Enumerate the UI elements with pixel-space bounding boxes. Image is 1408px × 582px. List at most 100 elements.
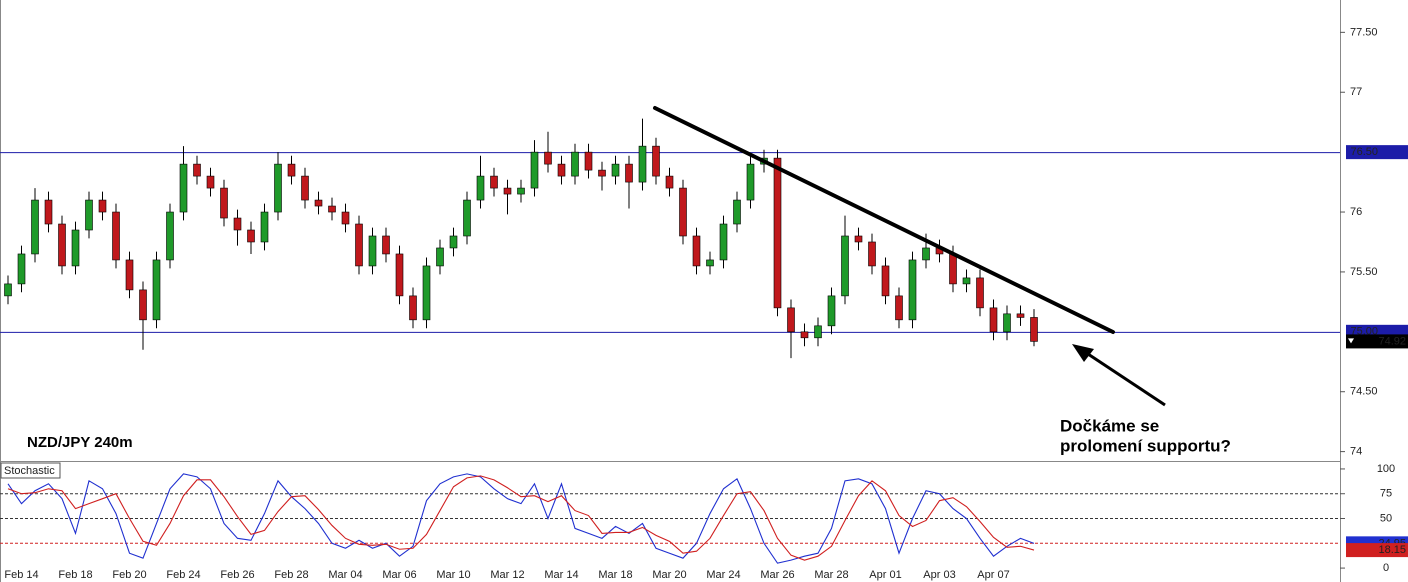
x-tick-label: Mar 04 — [328, 569, 362, 581]
y-tick-label: 100 — [1377, 463, 1395, 475]
candle-body — [220, 187, 228, 219]
candle-body — [1003, 313, 1011, 333]
x-tick-label: Feb 28 — [274, 569, 308, 581]
panel-title-box — [0, 462, 61, 479]
candle-body — [665, 175, 674, 189]
candle-body — [422, 265, 431, 321]
candle-body — [922, 247, 930, 261]
candle-body — [544, 151, 552, 165]
candle-body — [679, 187, 687, 237]
candle-body — [395, 253, 404, 297]
candle-body — [436, 247, 444, 267]
x-tick-label: Mar 06 — [382, 569, 416, 581]
candle-body — [652, 145, 660, 177]
candle-body — [152, 259, 161, 321]
level-label: 76.50 — [1350, 146, 1378, 158]
candle-body — [827, 295, 836, 327]
x-tick-label: Feb 14 — [4, 569, 38, 581]
candle-body — [530, 151, 539, 189]
candle-body — [571, 151, 579, 177]
candle-body — [85, 199, 93, 231]
candle-body — [409, 295, 417, 321]
y-tick-label: 74 — [1350, 446, 1362, 458]
candle-body — [179, 163, 188, 213]
last-price-marker — [1348, 338, 1354, 344]
candle-body — [206, 175, 215, 189]
y-tick-label: 0 — [1383, 562, 1389, 574]
chart-title: NZD/JPY 240m — [27, 434, 133, 451]
candle-body — [503, 187, 512, 195]
candle-body — [233, 217, 242, 231]
candle-body — [31, 199, 39, 255]
candle-body — [44, 199, 53, 225]
candle-body — [166, 211, 174, 261]
x-tick-label: Apr 03 — [923, 569, 955, 581]
candle-body — [868, 241, 876, 267]
candle-body — [625, 163, 633, 183]
candle-body — [1030, 317, 1038, 342]
candle-body — [71, 229, 80, 267]
x-tick-label: Mar 28 — [814, 569, 848, 581]
candle-body — [746, 163, 755, 201]
arrow-head — [1072, 344, 1094, 362]
trend-line — [653, 106, 1115, 334]
candle-body — [598, 169, 606, 177]
candle-body — [895, 295, 903, 321]
candle-body — [517, 187, 525, 195]
candle-body — [841, 235, 849, 297]
x-tick-label: Apr 07 — [977, 569, 1009, 581]
candle-body — [476, 175, 485, 201]
annotation: prolomení supportu? — [1060, 436, 1231, 455]
candle-body — [949, 253, 957, 285]
candle-body — [976, 277, 984, 309]
candle-body — [814, 325, 822, 339]
candle-body — [287, 163, 296, 177]
annotation: Dočkáme se — [1060, 416, 1159, 435]
candle-body — [881, 265, 890, 297]
x-tick-label: Feb 26 — [220, 569, 254, 581]
candle-body — [17, 253, 26, 285]
last-price-label: 74.92 — [1378, 335, 1406, 347]
candle-body — [449, 235, 458, 249]
candle-body — [787, 307, 795, 333]
candle-body — [962, 277, 971, 285]
candle-body — [1016, 313, 1025, 318]
candle-body — [773, 157, 782, 309]
candle-body — [58, 223, 66, 267]
candle-body — [274, 163, 282, 213]
candle-body — [463, 199, 471, 237]
y-tick-label: 74.50 — [1350, 386, 1378, 398]
y-tick-label: 75 — [1380, 488, 1392, 500]
candle-body — [260, 211, 269, 243]
x-tick-label: Mar 26 — [760, 569, 794, 581]
candle-body — [368, 235, 377, 267]
stochastic-line — [7, 475, 1035, 561]
candle-body — [854, 235, 863, 243]
candle-body — [328, 205, 336, 213]
candle-body — [800, 331, 809, 339]
x-tick-label: Mar 14 — [544, 569, 578, 581]
x-tick-label: Mar 20 — [652, 569, 686, 581]
candle-body — [193, 163, 201, 177]
last-price-box — [1346, 334, 1408, 349]
candle-body — [112, 211, 120, 261]
candle-body — [719, 223, 728, 261]
candle-body — [341, 211, 350, 225]
candle-body — [301, 175, 309, 201]
y-tick-label: 75.50 — [1350, 266, 1378, 278]
candle-body — [908, 259, 917, 321]
candle-body — [490, 175, 498, 189]
candle-body — [692, 235, 701, 267]
candle-body — [557, 163, 566, 177]
candle-body — [611, 163, 620, 177]
y-tick-label: 50 — [1380, 512, 1392, 524]
stochastic-line — [7, 473, 1035, 564]
candle-body — [355, 223, 363, 267]
candle-body — [247, 229, 255, 243]
candle-body — [989, 307, 998, 333]
y-tick-label: 77 — [1350, 86, 1362, 98]
x-tick-label: Apr 01 — [869, 569, 901, 581]
candle-body — [4, 283, 12, 297]
candle-body — [382, 235, 390, 255]
panel-title: Stochastic — [4, 465, 55, 477]
